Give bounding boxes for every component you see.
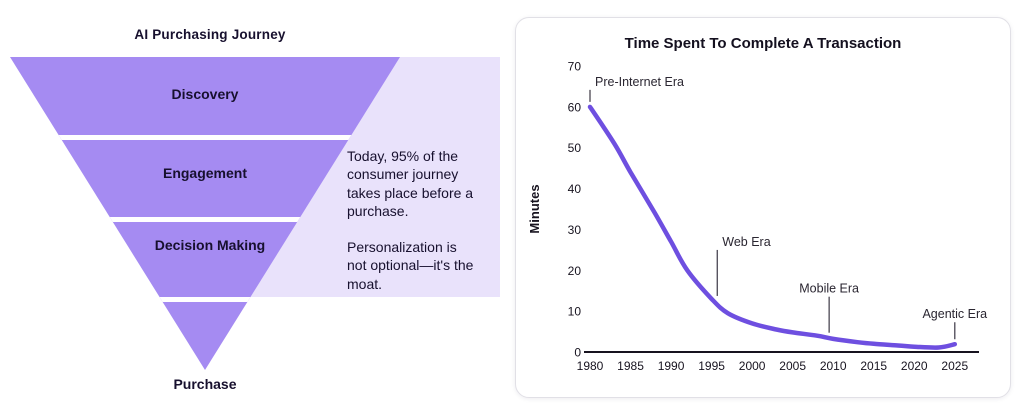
y-axis-label: Minutes [527,184,542,233]
annotation-label: Pre-Internet Era [595,75,684,89]
x-tick-label: 1990 [658,359,685,373]
y-tick-label: 20 [568,264,582,278]
chart-card: Time Spent To Complete A Transaction 0 10… [515,17,1011,398]
y-tick-label: 70 [568,60,582,74]
x-tick-label: 2015 [860,359,887,373]
annotation-label: Web Era [722,235,770,249]
funnel-stage-purchase: Purchase [173,376,237,392]
funnel-divider [10,135,400,140]
x-tick-label: 1985 [617,359,644,373]
funnel-stage-discovery: Discovery [171,86,239,102]
callout-text: Today, 95% of the consumer journey takes… [347,147,477,310]
funnel-divider [10,217,400,222]
x-tick-label: 2010 [820,359,847,373]
funnel-stage-engagement: Engagement [162,165,247,181]
y-tick-label: 30 [568,223,582,237]
funnel-title: AI Purchasing Journey [134,27,286,42]
x-tick-label: 1995 [698,359,725,373]
funnel-divider [10,297,400,302]
y-tick-label: 10 [568,305,582,319]
annotation-label: Agentic Era [922,307,987,321]
x-tick-label: 2020 [901,359,928,373]
y-tick-label: 40 [568,182,582,196]
x-tick-label: 2025 [941,359,968,373]
callout-paragraph-1: Today, 95% of the consumer journey takes… [347,148,474,220]
transaction-time-chart: 0 10 20 30 40 50 60 70 1980 1985 1990 1995 2000 2005 2… [527,60,987,374]
x-tick-label: 2005 [779,359,806,373]
x-tick-label: 1980 [577,359,604,373]
x-tick-label: 2000 [739,359,766,373]
annotation-label: Mobile Era [799,282,859,296]
chart-title: Time Spent To Complete A Transaction [624,35,902,52]
y-tick-label: 0 [574,346,581,360]
transaction-time-line [587,104,958,350]
callout-paragraph-2: Personalization is not optional—it's the… [347,238,474,292]
funnel-stage-decision-making: Decision Making [154,237,266,253]
y-tick-label: 60 [568,100,582,114]
y-tick-label: 50 [568,141,582,155]
